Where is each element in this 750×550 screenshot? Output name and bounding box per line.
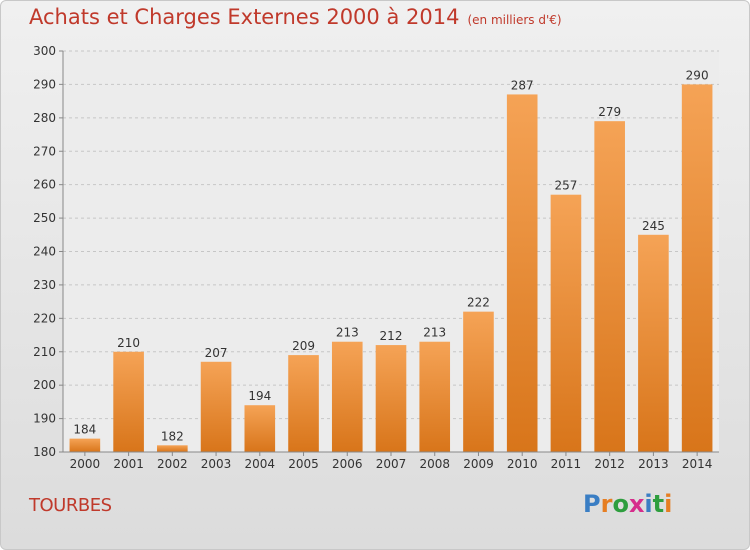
axes: 180 190 200 210 220 230 240 250 260 270 280 290 300 2… — [33, 44, 719, 471]
x-tick-label: 2010 — [507, 457, 538, 471]
bar — [681, 84, 713, 453]
bar — [638, 234, 669, 452]
y-tick-label: 290 — [33, 77, 56, 91]
y-tick-label: 230 — [33, 278, 56, 292]
logo-letter: P — [583, 490, 601, 518]
bar — [288, 355, 319, 452]
x-tick-label: 2007 — [376, 457, 407, 471]
y-tick-label: 250 — [33, 211, 56, 225]
x-tick-label: 2004 — [245, 457, 276, 471]
y-tick-label: 220 — [33, 311, 56, 325]
x-tick-label: 2014 — [682, 457, 713, 471]
bar — [157, 445, 188, 452]
location-label: TOURBES — [29, 495, 112, 516]
data-label: 207 — [205, 346, 228, 360]
data-label: 182 — [161, 429, 184, 443]
bar — [375, 345, 407, 452]
bar — [113, 351, 144, 452]
chart-title-text: Achats et Charges Externes 2000 à 2014 — [29, 5, 460, 29]
x-tick-label: 2009 — [463, 457, 494, 471]
logo-letter: r — [600, 490, 613, 518]
bar — [506, 94, 538, 453]
chart-title: Achats et Charges Externes 2000 à 2014 (e… — [29, 5, 562, 29]
data-label: 222 — [467, 296, 490, 310]
bar — [463, 311, 494, 452]
data-label: 287 — [511, 78, 534, 92]
data-label: 194 — [248, 389, 271, 403]
bar — [244, 405, 276, 452]
y-tick-label: 300 — [33, 44, 56, 58]
logo-letter: t — [652, 490, 665, 518]
data-label: 209 — [292, 339, 315, 353]
y-tick-label: 280 — [33, 111, 56, 125]
bar — [331, 341, 363, 452]
proxiti-logo: Proxiti — [583, 490, 672, 518]
x-tick-label: 2000 — [70, 457, 101, 471]
y-tick-label: 270 — [33, 144, 56, 158]
y-tick-label: 210 — [33, 345, 56, 359]
y-tick-label: 240 — [33, 245, 56, 259]
y-tick-label: 190 — [33, 412, 56, 426]
data-label: 279 — [598, 105, 621, 119]
bar — [550, 194, 582, 453]
data-label: 213 — [423, 326, 446, 340]
y-tick-label: 200 — [33, 378, 56, 392]
x-tick-label: 2005 — [288, 457, 319, 471]
logo-letter: o — [612, 490, 629, 518]
bar — [200, 361, 232, 452]
data-label: 213 — [336, 326, 359, 340]
x-tick-label: 2006 — [332, 457, 363, 471]
x-tick-label: 2001 — [113, 457, 144, 471]
bar — [69, 438, 101, 452]
data-label: 210 — [117, 336, 140, 350]
data-label: 257 — [554, 179, 577, 193]
logo-letter: i — [644, 490, 653, 518]
bar — [419, 341, 451, 452]
bars: 184 210 182 207 194 209 213 212 213 222 287 257 279 2… — [69, 68, 713, 453]
x-tick-label: 2008 — [419, 457, 450, 471]
x-tick-label: 2011 — [551, 457, 582, 471]
x-tick-label: 2003 — [201, 457, 232, 471]
y-tick-label: 180 — [33, 445, 56, 459]
logo-letter: x — [628, 490, 645, 518]
data-label: 212 — [380, 329, 403, 343]
x-tick-label: 2002 — [157, 457, 188, 471]
data-label: 184 — [73, 423, 96, 437]
data-label: 245 — [642, 219, 665, 233]
x-tick-label: 2012 — [594, 457, 625, 471]
logo-letter: i — [664, 490, 673, 518]
y-tick-label: 260 — [33, 178, 56, 192]
chart-subtitle: (en milliers d'€) — [467, 13, 562, 27]
data-label: 290 — [686, 68, 709, 82]
x-tick-label: 2013 — [638, 457, 669, 471]
bar — [594, 121, 625, 453]
